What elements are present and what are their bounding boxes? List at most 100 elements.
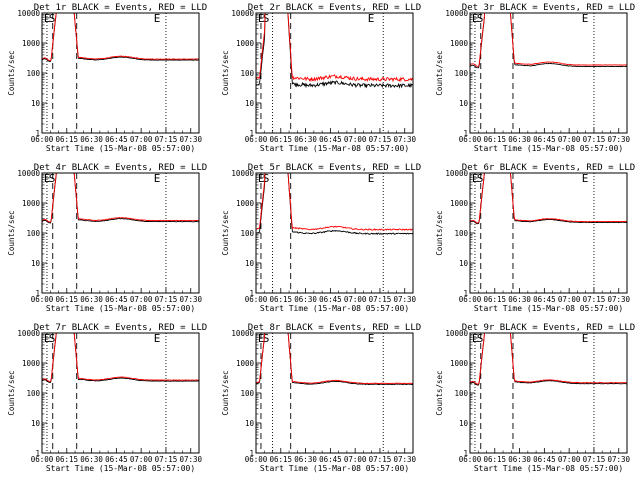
y-tick-label: 100 <box>26 69 40 78</box>
y-tick-label: 10 <box>245 99 255 108</box>
x-axis-label: Start Time (15-Mar-08 05:57:00) <box>260 144 409 153</box>
events-curve <box>42 333 199 383</box>
x-axis-label: Start Time (15-Mar-08 05:57:00) <box>46 464 195 473</box>
x-tick-label: 07:00 <box>130 135 153 144</box>
x-tick-label: 06:45 <box>105 135 128 144</box>
marker-label: S <box>477 12 484 25</box>
lld-curve <box>470 333 627 385</box>
panel-title: Det 1r BLACK = Events, RED = LLD <box>34 3 207 13</box>
marker-label: E <box>368 172 375 185</box>
x-tick-label: 06:30 <box>80 135 103 144</box>
y-tick-label: 1000 <box>450 39 469 48</box>
x-axis-label: Start Time (15-Mar-08 05:57:00) <box>46 304 195 313</box>
x-tick-label: 06:45 <box>105 455 128 464</box>
y-tick-label: 10000 <box>445 169 468 178</box>
x-tick-label: 06:15 <box>270 295 293 304</box>
y-tick-label: 1 <box>463 449 468 458</box>
marker-label: E <box>154 172 161 185</box>
x-axis-label: Start Time (15-Mar-08 05:57:00) <box>474 304 623 313</box>
curves <box>470 333 627 386</box>
x-tick-label: 07:00 <box>558 135 581 144</box>
plot-frame <box>255 172 414 294</box>
y-axis-label: Counts/sec <box>221 370 230 415</box>
curves <box>42 13 199 62</box>
plot-frame <box>255 332 414 454</box>
lld-curve <box>256 173 413 231</box>
plot-frame <box>255 12 414 134</box>
x-tick-label: 07:30 <box>607 295 630 304</box>
x-axis-label: Start Time (15-Mar-08 05:57:00) <box>260 464 409 473</box>
marker-label: E <box>258 332 265 345</box>
events-curve <box>42 173 199 224</box>
marker-label: E <box>582 332 589 345</box>
x-axis-label: Start Time (15-Mar-08 05:57:00) <box>474 144 623 153</box>
x-tick-label: 06:45 <box>105 295 128 304</box>
y-tick-label: 10 <box>245 419 255 428</box>
y-tick-label: 100 <box>26 229 40 238</box>
events-curve <box>256 333 413 386</box>
x-tick-label: 06:30 <box>508 135 531 144</box>
panel-det-3: Det 3r BLACK = Events, RED = LLD 1 10 100 10… <box>435 3 635 153</box>
marker-label: S <box>49 12 56 25</box>
panel-title: Det 8r BLACK = Events, RED = LLD <box>248 323 421 333</box>
panel-det-9: Det 9r BLACK = Events, RED = LLD 1 10 100 10… <box>435 323 635 473</box>
x-tick-label: 06:00 <box>459 135 482 144</box>
x-tick-label: 07:30 <box>179 455 202 464</box>
y-tick-label: 100 <box>454 389 468 398</box>
x-tick-label: 07:00 <box>344 295 367 304</box>
panel-det-6: Det 6r BLACK = Events, RED = LLD 1 10 100 10… <box>435 163 635 313</box>
y-tick-label: 100 <box>240 69 254 78</box>
y-tick-label: 1000 <box>22 199 41 208</box>
x-tick-label: 07:30 <box>607 455 630 464</box>
x-tick-label: 07:00 <box>558 455 581 464</box>
x-axis-label: Start Time (15-Mar-08 05:57:00) <box>46 144 195 153</box>
x-tick-label: 06:00 <box>245 455 268 464</box>
x-tick-label: 06:15 <box>56 295 79 304</box>
y-tick-label: 100 <box>454 69 468 78</box>
plot-frame <box>469 172 628 294</box>
y-tick-label: 1000 <box>450 359 469 368</box>
y-tick-label: 10 <box>31 259 41 268</box>
y-tick-label: 100 <box>240 389 254 398</box>
y-tick-label: 1000 <box>236 199 255 208</box>
curves <box>256 333 413 386</box>
marker-label: S <box>477 332 484 345</box>
curves <box>256 13 413 89</box>
panel-title: Det 3r BLACK = Events, RED = LLD <box>462 3 635 13</box>
x-tick-label: 06:00 <box>31 295 54 304</box>
marker-label: S <box>263 12 270 25</box>
x-tick-label: 06:00 <box>31 455 54 464</box>
plot-frame <box>41 12 200 134</box>
y-tick-label: 10000 <box>17 329 40 338</box>
plot-frame <box>41 332 200 454</box>
y-tick-label: 1 <box>249 289 254 298</box>
y-axis-label: Counts/sec <box>7 370 16 415</box>
x-tick-label: 07:15 <box>369 135 392 144</box>
x-tick-label: 07:15 <box>369 455 392 464</box>
x-tick-label: 07:30 <box>393 135 416 144</box>
y-axis-label: Counts/sec <box>221 50 230 95</box>
marker-label: E <box>472 172 479 185</box>
marker-label: E <box>582 12 589 25</box>
x-tick-label: 06:30 <box>294 295 317 304</box>
x-tick-label: 06:15 <box>270 135 293 144</box>
marker-label: S <box>49 172 56 185</box>
x-tick-label: 06:30 <box>508 295 531 304</box>
y-tick-label: 100 <box>454 229 468 238</box>
marker-label: E <box>582 172 589 185</box>
y-tick-label: 1000 <box>450 199 469 208</box>
marker-label: E <box>44 332 51 345</box>
x-tick-label: 07:30 <box>179 295 202 304</box>
plot-frame <box>469 12 628 134</box>
y-axis-label: Counts/sec <box>221 210 230 255</box>
events-curve <box>470 173 627 225</box>
panel-det-2: Det 2r BLACK = Events, RED = LLD 1 10 100 10… <box>221 3 421 153</box>
x-tick-label: 06:45 <box>533 135 556 144</box>
x-tick-label: 06:15 <box>56 455 79 464</box>
y-tick-label: 10 <box>31 419 41 428</box>
x-tick-label: 06:15 <box>484 455 507 464</box>
x-tick-label: 07:00 <box>344 135 367 144</box>
y-axis-label: Counts/sec <box>435 370 444 415</box>
marker-label: E <box>258 12 265 25</box>
y-tick-label: 100 <box>240 229 254 238</box>
